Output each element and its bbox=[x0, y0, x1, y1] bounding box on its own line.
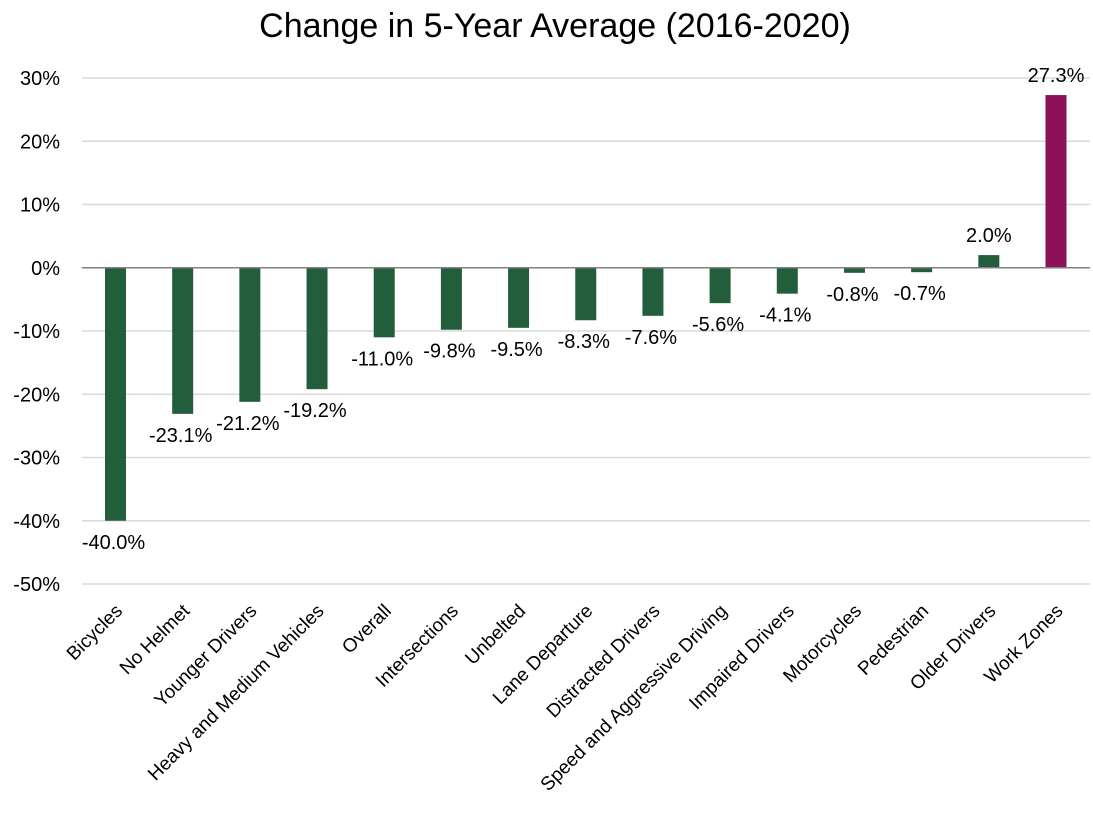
data-label: -7.6% bbox=[625, 327, 677, 349]
bar bbox=[709, 267, 731, 304]
chart-title: Change in 5-Year Average (2016-2020) bbox=[259, 7, 851, 45]
y-axis: 30% 20% 10% 0% -10% -20% -30% -40% -50% bbox=[13, 68, 60, 596]
y-tick-label: -40% bbox=[13, 511, 60, 533]
bar bbox=[440, 267, 462, 330]
data-label: -8.3% bbox=[558, 331, 610, 353]
category-label: Overall bbox=[338, 601, 395, 658]
data-label: -40.0% bbox=[82, 532, 146, 554]
bar bbox=[776, 267, 798, 294]
bar bbox=[911, 267, 933, 273]
bar bbox=[373, 267, 395, 338]
bar bbox=[575, 267, 597, 321]
y-tick-label: 30% bbox=[20, 68, 60, 90]
data-label: -23.1% bbox=[149, 425, 213, 447]
bar bbox=[642, 267, 664, 316]
bar bbox=[843, 267, 865, 273]
y-tick-label: -10% bbox=[13, 321, 60, 343]
bar bbox=[105, 267, 126, 521]
data-label: 27.3% bbox=[1028, 65, 1085, 87]
data-label: -0.8% bbox=[826, 284, 878, 306]
bar bbox=[306, 267, 328, 390]
y-tick-label: 10% bbox=[20, 195, 60, 217]
bars bbox=[105, 95, 1067, 521]
bar bbox=[239, 267, 261, 402]
data-label: -4.1% bbox=[759, 305, 811, 327]
data-label: -0.7% bbox=[894, 283, 946, 305]
data-label: -5.6% bbox=[692, 314, 744, 336]
y-tick-label: 20% bbox=[20, 131, 60, 153]
category-label: Unbelted bbox=[461, 601, 530, 670]
data-label: -19.2% bbox=[283, 400, 347, 422]
bar bbox=[172, 267, 194, 414]
category-label: Distracted Drivers bbox=[543, 601, 665, 723]
y-tick-label: -20% bbox=[13, 384, 60, 406]
bar bbox=[1045, 95, 1067, 268]
data-label: -9.5% bbox=[490, 339, 542, 361]
data-label: -9.8% bbox=[423, 341, 475, 363]
y-tick-label: -30% bbox=[13, 448, 60, 470]
bar bbox=[978, 255, 1000, 268]
data-label: 2.0% bbox=[966, 225, 1012, 247]
data-label: -21.2% bbox=[216, 413, 280, 435]
y-tick-label: -50% bbox=[13, 574, 60, 596]
y-tick-label: 0% bbox=[31, 258, 60, 280]
data-labels: -40.0% -23.1%-21.2%-19.2% -11.0% -9.8% -9.5%… bbox=[82, 65, 1085, 554]
bar bbox=[508, 267, 530, 328]
category-label: Bicycles bbox=[63, 601, 127, 665]
data-label: -11.0% bbox=[351, 348, 413, 370]
